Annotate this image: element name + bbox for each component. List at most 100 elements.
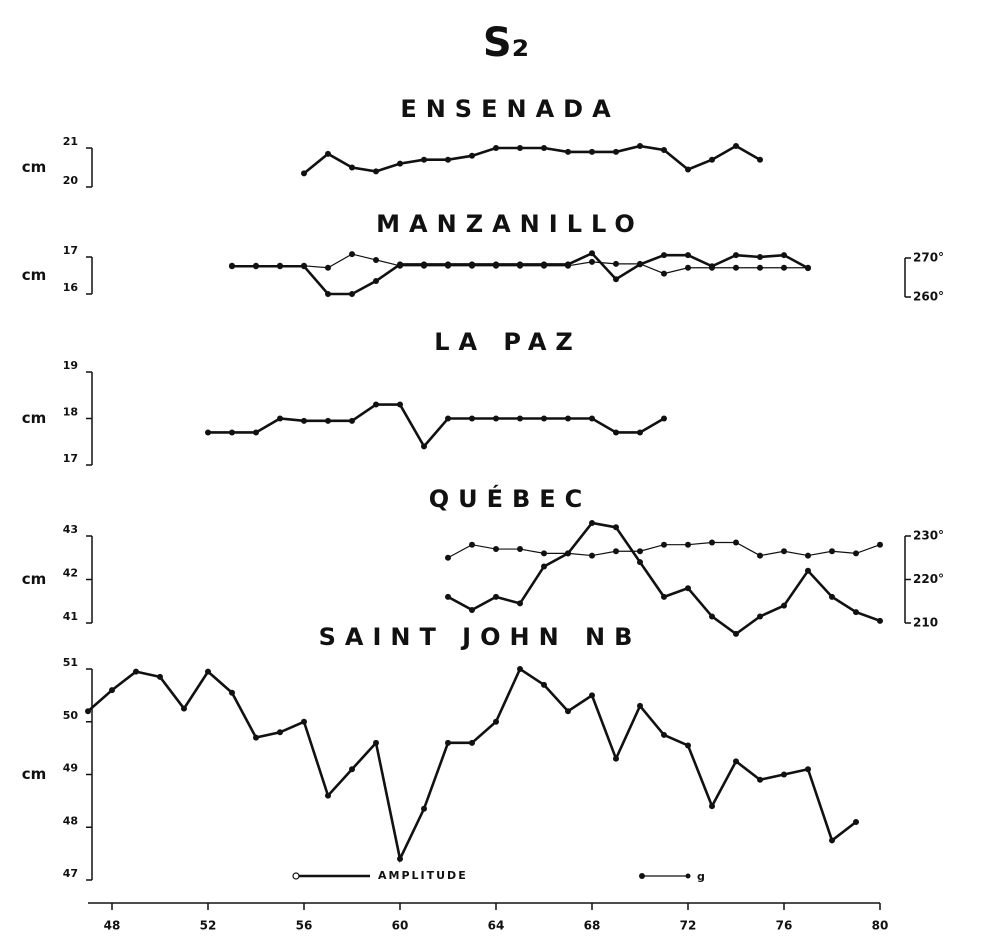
data-point [445, 593, 451, 600]
data-point [277, 729, 283, 736]
data-point [397, 262, 403, 269]
data-point [517, 546, 523, 553]
amplitude-line [87, 667, 857, 863]
data-point [685, 166, 691, 173]
data-point [661, 146, 667, 153]
data-point [493, 262, 499, 269]
data-point [325, 417, 331, 424]
data-point [757, 613, 763, 620]
data-point [661, 270, 667, 277]
x-tick-label: 48 [104, 919, 121, 933]
data-point [349, 417, 355, 424]
y-axis-label: cm [22, 266, 47, 284]
data-point [373, 256, 379, 263]
y-tick-label: 47 [63, 867, 78, 880]
data-point [157, 673, 163, 680]
data-point [613, 429, 619, 436]
data-point [757, 156, 763, 163]
x-tick-label: 64 [488, 919, 505, 933]
y-axis-label: cm [22, 409, 47, 427]
y-tick-label: 42 [63, 567, 78, 580]
data-point [541, 145, 547, 151]
legend-label: g [697, 870, 705, 883]
data-point [757, 264, 763, 271]
data-point [685, 252, 691, 259]
data-point [277, 415, 283, 422]
y-tick-label: 21 [63, 135, 78, 148]
amplitude-line [447, 521, 881, 636]
y-axis-label: cm [22, 765, 47, 783]
data-point [829, 548, 835, 555]
data-point [661, 731, 667, 738]
panel-title: LA PAZ [434, 328, 582, 356]
data-point [637, 260, 643, 267]
data-point [757, 254, 763, 260]
data-point [781, 771, 787, 778]
x-tick-label: 76 [776, 919, 793, 933]
panel-title: SAINT JOHN NB [319, 623, 642, 651]
data-point [637, 429, 643, 436]
data-point [469, 262, 475, 269]
data-point [637, 143, 643, 150]
y2-tick-label: 210 [913, 616, 938, 630]
data-point [325, 150, 331, 157]
data-point [541, 563, 547, 570]
data-point [757, 552, 763, 559]
data-point [301, 170, 307, 177]
y2-tick-label: 270° [913, 251, 944, 265]
data-point [733, 539, 739, 546]
data-point [421, 805, 427, 812]
data-point [469, 739, 475, 746]
data-point [853, 818, 859, 825]
data-point [829, 593, 835, 600]
data-point [853, 609, 859, 616]
y-tick-label: 19 [63, 359, 78, 372]
y-tick-label: 50 [63, 709, 79, 722]
data-point [301, 262, 307, 269]
data-point [733, 264, 739, 271]
y-tick-label: 17 [63, 452, 78, 465]
x-tick-label: 60 [392, 919, 409, 933]
data-point [733, 758, 739, 765]
data-point [397, 160, 403, 167]
data-point [493, 546, 499, 553]
data-point [517, 262, 523, 269]
data-point [637, 702, 643, 709]
data-point [373, 278, 379, 285]
data-point [373, 401, 379, 408]
data-point [133, 668, 139, 675]
panel-title: QUÉBEC [429, 484, 592, 513]
data-point [205, 668, 211, 675]
figure-title: S₂ [483, 20, 529, 66]
x-tick-label: 72 [680, 919, 697, 933]
data-point [685, 264, 691, 271]
data-point [805, 552, 811, 559]
data-point [613, 276, 619, 283]
data-point [757, 776, 763, 783]
data-point [445, 739, 451, 746]
legend-marker [639, 873, 645, 879]
data-point [781, 252, 787, 259]
data-point [421, 443, 427, 450]
data-point [565, 415, 571, 422]
data-point [421, 156, 427, 163]
data-point [517, 415, 523, 422]
data-point [661, 415, 667, 422]
data-point [733, 143, 739, 150]
data-point [589, 148, 595, 155]
data-point [709, 264, 715, 271]
data-point [205, 429, 211, 436]
data-point [781, 264, 787, 271]
data-point [565, 148, 571, 155]
data-point [613, 524, 619, 531]
data-point [349, 766, 355, 773]
data-point [349, 251, 355, 258]
data-point [301, 718, 307, 725]
data-point [685, 742, 691, 749]
data-point [661, 541, 667, 548]
data-point [829, 837, 835, 844]
data-point [229, 689, 235, 696]
legend-marker [685, 873, 691, 879]
x-tick-label: 52 [200, 919, 217, 933]
data-point [445, 415, 451, 422]
